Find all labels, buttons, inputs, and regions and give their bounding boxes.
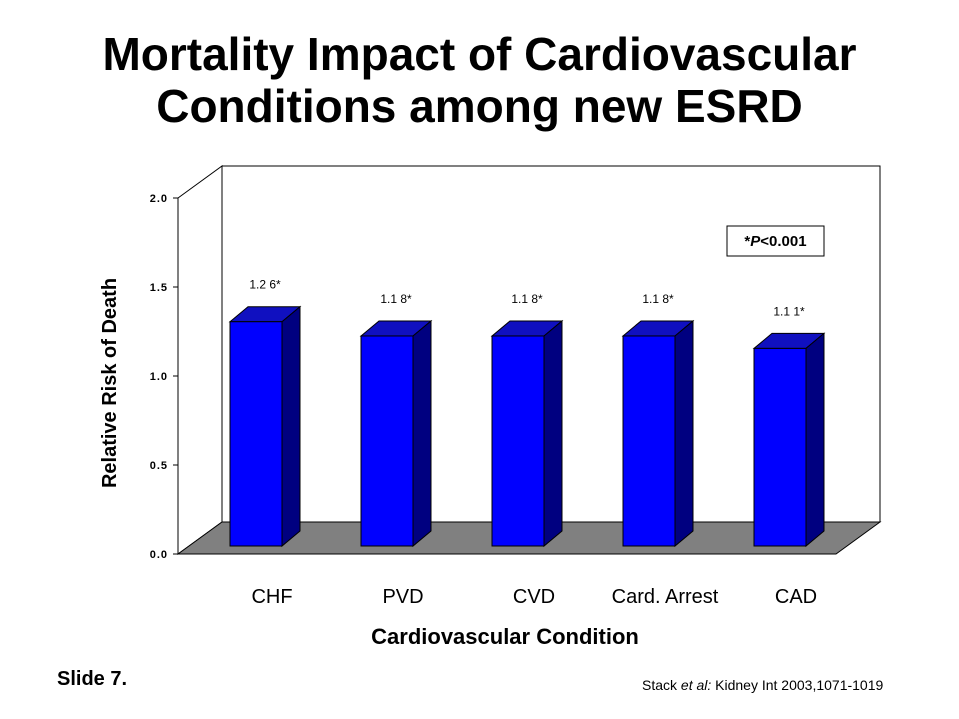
y-tick-label: 2.0 bbox=[150, 193, 168, 205]
bar-front-face bbox=[491, 335, 545, 547]
bar-side-face bbox=[805, 332, 825, 548]
citation-etal: et al: bbox=[680, 677, 712, 693]
bar-front-face bbox=[753, 347, 807, 547]
data-label: 1.2 6* bbox=[249, 278, 281, 292]
bar-cvd bbox=[490, 319, 564, 548]
x-tick-label: CAD bbox=[775, 586, 817, 608]
x-tick-label: Card. Arrest bbox=[612, 586, 719, 608]
bar-card-arrest bbox=[621, 319, 695, 548]
bar-side-face bbox=[412, 319, 432, 548]
citation-source: Kidney Int 2003,1071-1019 bbox=[711, 677, 884, 693]
bar-pvd bbox=[359, 319, 433, 548]
citation: Stack et al: Kidney Int 2003,1071-1019 bbox=[642, 677, 883, 693]
bar-side-face bbox=[281, 305, 301, 548]
title-line-2: Conditions among new ESRD bbox=[156, 80, 803, 132]
x-tick-label: PVD bbox=[382, 586, 423, 608]
bar-side-face bbox=[543, 319, 563, 548]
y-tick-label: 0.0 bbox=[150, 549, 168, 561]
bar-front-face bbox=[229, 321, 283, 547]
bar-cad bbox=[752, 332, 826, 548]
slide-number: Slide 7. bbox=[57, 668, 128, 690]
citation-author: Stack bbox=[642, 677, 681, 693]
x-tick-label: CHF bbox=[251, 586, 292, 608]
y-axis-title: Relative Risk of Death bbox=[99, 278, 121, 488]
y-tick-label: 1.5 bbox=[150, 282, 168, 294]
y-tick-label: 0.5 bbox=[150, 460, 168, 472]
data-label: 1.1 8* bbox=[511, 292, 543, 306]
x-axis-title: Cardiovascular Condition bbox=[371, 624, 639, 649]
data-label: 1.1 1* bbox=[773, 304, 805, 318]
data-label: 1.1 8* bbox=[642, 292, 674, 306]
bar-chf bbox=[228, 305, 302, 548]
bar-side-face bbox=[674, 319, 694, 548]
x-tick-label: CVD bbox=[513, 586, 555, 608]
bar-front-face bbox=[360, 335, 414, 547]
annotation-box bbox=[726, 225, 825, 257]
title-line-1: Mortality Impact of Cardiovascular bbox=[102, 28, 857, 80]
annotation-text: *P<0.001 bbox=[744, 233, 806, 250]
data-label: 1.1 8* bbox=[380, 292, 412, 306]
side-wall bbox=[177, 165, 223, 555]
bar-front-face bbox=[622, 335, 676, 547]
slide-title: Mortality Impact of Cardiovascular Condi… bbox=[0, 28, 959, 132]
y-tick-label: 1.0 bbox=[150, 371, 168, 383]
